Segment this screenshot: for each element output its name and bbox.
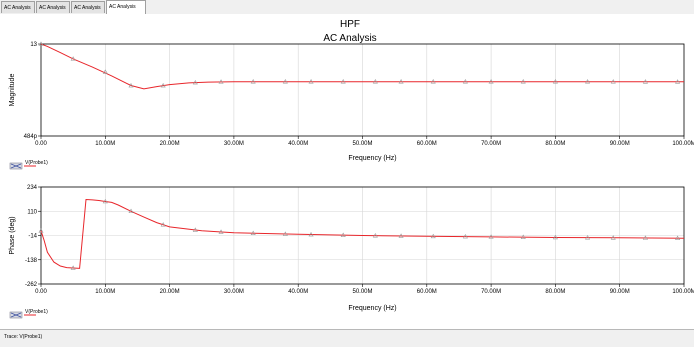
x-tick-label: 30.00M [224, 141, 244, 147]
series-marker [102, 198, 108, 204]
series-marker [585, 235, 591, 240]
x-tick-label: 100.00M [672, 289, 694, 295]
series-marker [340, 79, 346, 84]
series-marker [488, 79, 494, 84]
series-marker [462, 79, 468, 84]
legend-label: V(Probe1) [25, 160, 48, 166]
x-tick-label: 10.00M [95, 289, 115, 295]
plots-svg: HPF AC Analysis 0.00 10.00M 20.00M 30.00M 40.0… [9, 19, 694, 319]
series-marker [128, 82, 134, 88]
tab-bar: AC Analysis AC Analysis AC Analysis AC A… [0, 0, 694, 15]
series-marker [520, 79, 526, 84]
y-axis-label: Phase (deg) [9, 216, 16, 254]
series-line-v-probe1 [40, 43, 685, 90]
x-tick-label: 0.00 [35, 289, 47, 295]
plot-area: HPF AC Analysis 0.00 10.00M 20.00M 30.00M 40.0… [0, 14, 694, 328]
x-tick-label: 10.00M [95, 141, 115, 147]
chart-title: HPF [340, 19, 360, 30]
legend-label: V(Probe1) [25, 309, 48, 315]
series-marker [250, 230, 256, 236]
y-tick-label: 234 [27, 185, 38, 191]
chart-subtitle: AC Analysis [323, 33, 376, 44]
series-marker [308, 231, 314, 237]
legend-probe-glyph-icon [10, 163, 22, 169]
x-tick-label: 20.00M [160, 141, 180, 147]
series-line-v-probe1 [40, 198, 685, 269]
series-marker [70, 56, 76, 61]
x-tick-label: 20.00M [160, 289, 180, 295]
x-tick-label: 60.00M [417, 141, 437, 147]
series-marker [398, 79, 404, 84]
x-axis-label: Frequency (Hz) [348, 155, 396, 162]
series-marker [642, 79, 648, 84]
y-axis-label: Magnitude [9, 74, 16, 107]
series-marker [218, 79, 224, 84]
series-marker [610, 79, 616, 84]
series-marker [488, 234, 494, 239]
series-marker [218, 229, 224, 234]
y-tick-label: -138 [25, 258, 38, 264]
series-marker [430, 79, 436, 84]
trace-status-text: Trace: V(Probe1) [4, 334, 43, 340]
x-tick-label: 80.00M [545, 289, 565, 295]
series-marker [462, 234, 468, 239]
axes-frame [40, 186, 685, 285]
series-marker [70, 265, 76, 270]
series-marker [160, 222, 166, 227]
series-marker [675, 235, 681, 240]
series-marker [675, 79, 681, 84]
series-marker [192, 227, 198, 232]
axes-frame [40, 43, 685, 137]
series-marker [585, 79, 591, 84]
x-tick-label: 70.00M [481, 141, 501, 147]
x-tick-label: 40.00M [288, 141, 308, 147]
x-tick-label: 80.00M [545, 141, 565, 147]
tab-ac-analysis-3[interactable]: AC Analysis [71, 1, 105, 13]
series-marker [282, 231, 288, 236]
tab-ac-analysis-1[interactable]: AC Analysis [1, 1, 35, 13]
series-marker [340, 232, 346, 237]
series-marker [282, 79, 288, 84]
x-tick-label: 0.00 [35, 141, 47, 147]
x-tick-label: 90.00M [610, 141, 630, 147]
series-marker [160, 82, 166, 88]
series-marker [372, 233, 378, 238]
x-tick-label: 60.00M [417, 289, 437, 295]
series-marker [610, 235, 616, 240]
x-tick-label: 90.00M [610, 289, 630, 295]
y-tick-label: 110 [27, 209, 37, 215]
x-tick-label: 40.00M [288, 289, 308, 295]
y-tick-label: -14 [28, 234, 37, 240]
series-marker [398, 233, 404, 238]
series-marker [552, 79, 558, 84]
series-marker [38, 41, 44, 46]
x-tick-label: 100.00M [672, 141, 694, 147]
series-marker [372, 79, 378, 84]
tab-ac-analysis-2[interactable]: AC Analysis [36, 1, 70, 13]
legend-probe-glyph-icon [10, 312, 22, 318]
series-marker [642, 235, 648, 240]
tab-ac-analysis-4-active[interactable]: AC Analysis [106, 0, 146, 15]
series-marker [308, 79, 314, 84]
status-bar: Trace: V(Probe1) [0, 329, 694, 347]
series-marker [128, 208, 134, 214]
series-marker [430, 233, 436, 239]
y-tick-label: -262 [25, 282, 38, 288]
x-tick-label: 70.00M [481, 289, 501, 295]
y-tick-label: 13 [30, 42, 37, 48]
x-axis-label: Frequency (Hz) [348, 305, 396, 312]
series-marker [250, 79, 256, 84]
series-marker [192, 80, 198, 85]
x-tick-label: 30.00M [224, 289, 244, 295]
series-marker [38, 228, 44, 233]
y-tick-label: 484p [24, 134, 38, 140]
series-marker [102, 69, 108, 74]
series-marker [520, 234, 526, 239]
x-tick-label: 50.00M [352, 289, 372, 295]
x-tick-label: 50.00M [352, 141, 372, 147]
series-marker [552, 234, 558, 240]
